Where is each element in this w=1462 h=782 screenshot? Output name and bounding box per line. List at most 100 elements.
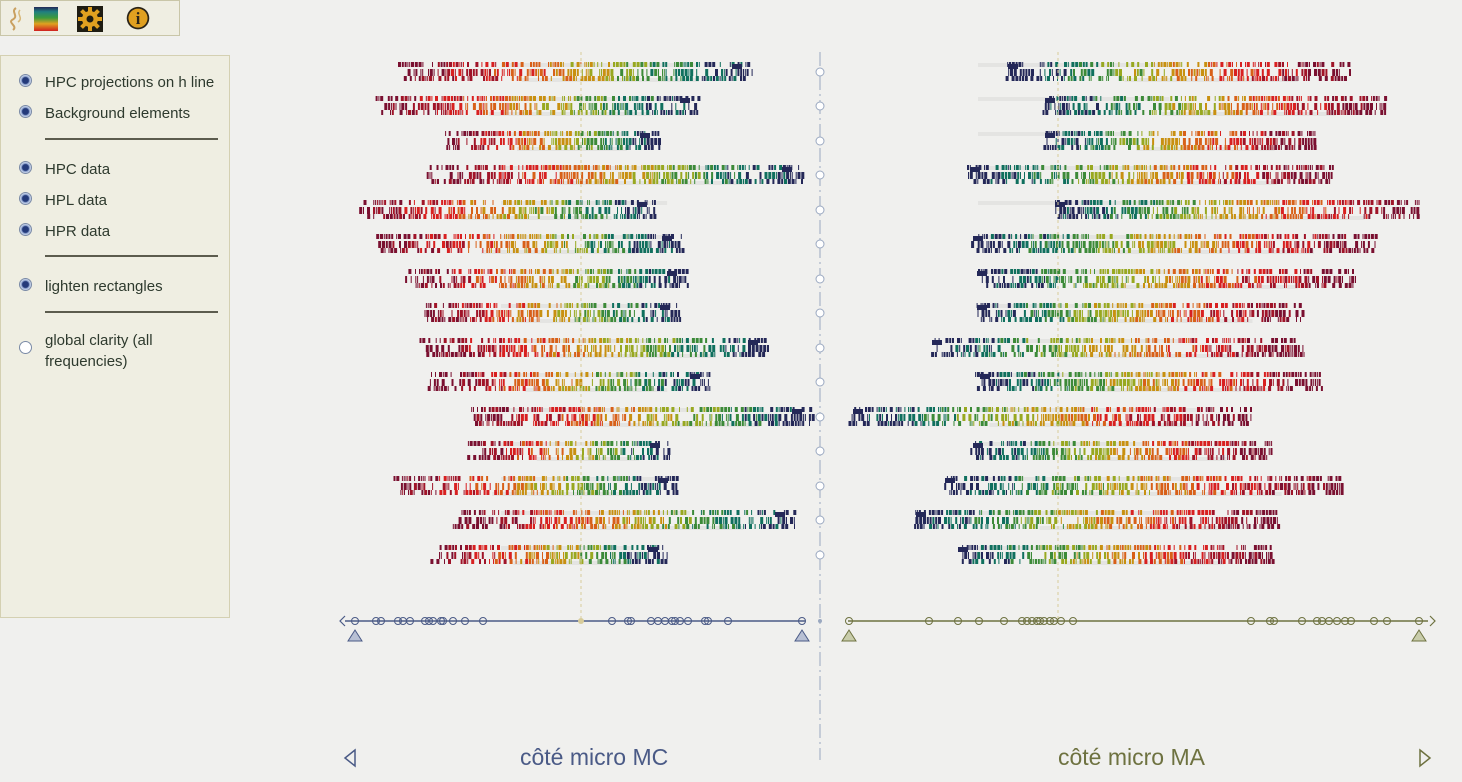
option-global-clarity[interactable]: global clarity (all frequencies) (19, 330, 205, 372)
spectral-tick (1119, 379, 1123, 386)
spectral-tick (512, 386, 515, 391)
spectral-tick (504, 283, 507, 288)
spectral-tick (415, 214, 418, 219)
option-hpl-data[interactable]: HPL data (19, 190, 220, 211)
spectral-tick (1169, 214, 1172, 219)
spectral-tick (633, 372, 635, 377)
spectral-tick (1084, 145, 1088, 150)
spectral-tick (1307, 76, 1310, 81)
spectral-tick (1176, 76, 1180, 81)
spectral-tick (1180, 76, 1184, 81)
spectral-tick (457, 283, 460, 288)
spectral-tick (1047, 379, 1049, 386)
palette-icon[interactable] (33, 6, 59, 32)
spectral-tick (1163, 165, 1166, 170)
spectral-tick (964, 352, 966, 357)
spectral-tick (1204, 138, 1207, 145)
radio-hpl-data[interactable] (19, 192, 32, 205)
spectral-tick (941, 352, 943, 357)
spectral-tick (455, 234, 457, 239)
spectral-tick (703, 76, 706, 81)
spectral-tick (1194, 372, 1196, 377)
radio-global-clarity[interactable] (19, 341, 32, 354)
spectral-tick (1347, 110, 1351, 115)
spectral-tick (452, 165, 455, 170)
spectral-tick (685, 62, 687, 67)
spectral-tick (394, 248, 398, 253)
spectral-tick (668, 165, 672, 170)
spectral-tick (1256, 372, 1260, 377)
option-hpc-data[interactable]: HPC data (19, 159, 220, 180)
option-lighten-rectangles[interactable]: lighten rectangles (19, 276, 220, 297)
spectral-tick (1016, 269, 1020, 274)
spectral-tick (1018, 248, 1020, 253)
spectral-tick (1219, 200, 1221, 205)
spectral-tick (783, 172, 786, 179)
spectral-tick (523, 338, 527, 343)
spectral-tick (1083, 69, 1087, 76)
spectral-tick (1234, 283, 1237, 288)
divider (45, 311, 218, 313)
spectral-tick (1253, 269, 1256, 274)
radio-background-elements[interactable] (19, 105, 32, 118)
spectral-tick (1066, 234, 1070, 239)
spectral-tick (1306, 76, 1307, 81)
spectral-tick (461, 131, 463, 136)
spectral-tick (747, 62, 751, 67)
spectral-tick (633, 103, 636, 110)
spectral-tick (447, 138, 450, 145)
spectral-tick (654, 338, 656, 343)
spectral-tick (1291, 110, 1295, 115)
spectral-tick (1294, 248, 1296, 253)
spectral-tick (1115, 214, 1117, 219)
spectral-tick (1030, 310, 1034, 317)
spectral-tick (646, 338, 648, 343)
spectral-tick (1183, 165, 1186, 170)
spectral-tick (1195, 372, 1197, 377)
spectral-tick (653, 276, 656, 283)
spectral-tick (451, 310, 453, 317)
option-hpr-data[interactable]: HPR data (19, 221, 220, 242)
spectral-tick (1288, 386, 1290, 391)
spectral-tick (612, 283, 616, 288)
spectral-tick (602, 103, 605, 110)
spectral-tick (1092, 145, 1095, 150)
spectral-tick (1255, 234, 1259, 239)
spectral-tick (1113, 103, 1115, 110)
spectral-tick (1188, 234, 1191, 239)
spectral-tick (1103, 110, 1106, 115)
spectral-tick (1330, 76, 1334, 81)
spectral-tick (693, 110, 696, 115)
spectral-tick (629, 145, 631, 150)
option-background-elements[interactable]: Background elements (19, 103, 220, 124)
spectral-tick (662, 269, 666, 274)
spectral-tick (1005, 379, 1009, 386)
spectral-tick (405, 276, 408, 283)
spectral-tick (1086, 103, 1088, 110)
spectrum-icon[interactable] (4, 6, 26, 32)
spectral-tick (1329, 269, 1333, 274)
spectral-tick (509, 241, 511, 248)
spectral-tick (429, 345, 433, 352)
spectral-tick (1268, 248, 1272, 253)
spectral-tick (431, 283, 433, 288)
spectral-tick (993, 269, 997, 274)
spectral-tick (602, 338, 606, 343)
spectral-tick (442, 110, 444, 115)
option-hpc-projections[interactable]: HPC projections on h line (19, 72, 220, 93)
spectral-tick (722, 338, 726, 343)
radio-hpc-data[interactable] (19, 161, 32, 174)
spectral-tick (516, 303, 518, 308)
radio-lighten-rectangles[interactable] (19, 278, 32, 291)
spectral-tick (1160, 310, 1162, 317)
gear-icon[interactable] (77, 6, 103, 32)
spectral-tick (1216, 269, 1220, 274)
radio-hpc-projections[interactable] (19, 74, 32, 87)
info-icon[interactable]: i (123, 6, 153, 32)
spectral-tick (524, 138, 526, 145)
spectral-tick (1278, 310, 1282, 317)
spectral-tick (789, 172, 791, 179)
spectral-tick (589, 310, 591, 317)
radio-hpr-data[interactable] (19, 223, 32, 236)
spectral-tick (1034, 352, 1038, 357)
